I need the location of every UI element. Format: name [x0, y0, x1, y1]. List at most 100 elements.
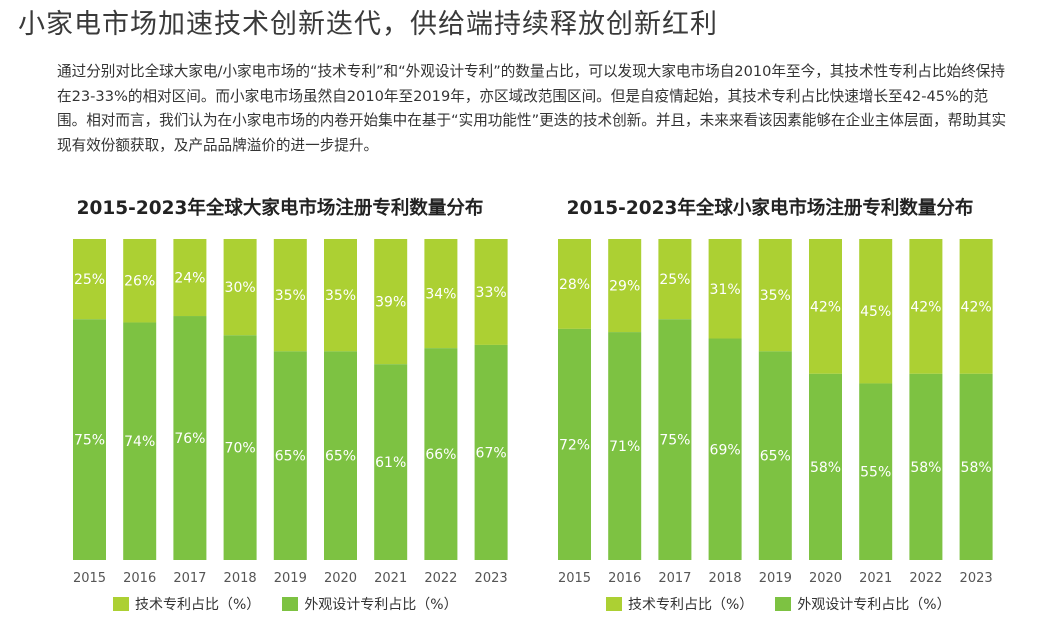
chart-large-appliance: 25% 75% 2015 26% 74% 2016 24% 76% 2017 30% 70% 2018…	[73, 239, 508, 586]
bar-design-2023	[474, 344, 508, 560]
label-tech-2022: 42%	[910, 299, 941, 315]
bar-design-2018	[223, 335, 257, 560]
bar-tech-2015	[73, 239, 106, 320]
legend-item-design: 外观设计专利占比（%）	[282, 594, 458, 614]
x-tick-2021: 2021	[859, 571, 892, 586]
x-tick-2015: 2015	[558, 571, 591, 586]
label-tech-2016: 26%	[124, 274, 155, 290]
bar-design-2021	[859, 383, 893, 560]
intro-paragraph: 通过分别对比全球大家电/小家电市场的“技术专利”和“外观设计专利”的数量占比，可…	[57, 63, 1007, 154]
legend-small-appliance: 技术专利占比（%） 外观设计专利占比（%）	[606, 594, 973, 614]
label-tech-2021: 45%	[860, 304, 891, 320]
label-design-2016: 74%	[124, 434, 155, 450]
bar-design-2016	[123, 322, 157, 560]
bar-tech-2023	[474, 239, 508, 345]
bar-design-2022	[424, 348, 458, 560]
label-design-2015: 75%	[74, 433, 105, 449]
label-tech-2015: 28%	[559, 277, 590, 293]
bar-tech-2020	[809, 239, 842, 374]
x-tick-2020: 2020	[809, 571, 842, 586]
x-tick-2019: 2019	[274, 571, 307, 586]
label-tech-2023: 42%	[961, 299, 992, 315]
chart-small-appliance: 28% 72% 2015 29% 71% 2016 25% 75% 2017 31% 69% 2018…	[558, 239, 993, 586]
legend-swatch-design	[775, 597, 792, 611]
x-tick-2016: 2016	[608, 571, 641, 586]
label-design-2023: 67%	[476, 445, 507, 461]
label-design-2022: 58%	[910, 460, 941, 476]
bar-design-2019	[273, 351, 307, 560]
x-tick-2018: 2018	[224, 571, 257, 586]
legend-label-tech: 技术专利占比（%）	[628, 597, 754, 613]
legend-label-design: 外观设计专利占比（%）	[304, 597, 458, 613]
label-tech-2019: 35%	[275, 288, 306, 304]
bar-tech-2023	[959, 239, 993, 374]
label-tech-2023: 33%	[476, 285, 507, 301]
x-tick-2017: 2017	[658, 571, 691, 586]
x-tick-2023: 2023	[475, 571, 508, 586]
label-tech-2015: 25%	[74, 272, 105, 288]
label-design-2020: 58%	[810, 460, 841, 476]
label-tech-2018: 31%	[710, 282, 741, 298]
legend-large-appliance: 技术专利占比（%） 外观设计专利占比（%）	[113, 594, 480, 614]
chart-title-large-appliance: 2015-2023年全球大家电市场注册专利数量分布	[76, 198, 484, 219]
bar-design-2017	[658, 319, 692, 560]
x-tick-2016: 2016	[123, 571, 156, 586]
bar-design-2022	[909, 373, 943, 560]
bar-tech-2017	[173, 239, 207, 317]
bar-design-2023	[959, 373, 993, 560]
bar-tech-2021	[859, 239, 893, 384]
label-tech-2019: 35%	[760, 288, 791, 304]
bar-tech-2015	[558, 239, 591, 329]
x-tick-2022: 2022	[424, 571, 457, 586]
legend-label-design: 外观设计专利占比（%）	[797, 597, 951, 613]
x-tick-2023: 2023	[960, 571, 993, 586]
label-tech-2016: 29%	[609, 279, 640, 295]
label-design-2021: 55%	[860, 465, 891, 481]
bar-tech-2020	[324, 239, 357, 352]
label-tech-2020: 42%	[810, 299, 841, 315]
label-design-2023: 58%	[961, 460, 992, 476]
bar-design-2017	[173, 316, 207, 560]
x-tick-2022: 2022	[909, 571, 942, 586]
label-tech-2020: 35%	[325, 288, 356, 304]
bar-design-2020	[809, 373, 842, 560]
label-design-2022: 66%	[425, 447, 456, 463]
label-tech-2021: 39%	[375, 295, 406, 311]
x-tick-2019: 2019	[759, 571, 792, 586]
x-tick-2017: 2017	[173, 571, 206, 586]
legend-swatch-tech	[113, 597, 129, 611]
label-tech-2018: 30%	[225, 280, 256, 296]
bar-design-2019	[758, 351, 792, 560]
bar-tech-2016	[608, 239, 642, 333]
bar-design-2015	[558, 328, 591, 560]
legend-swatch-design	[282, 597, 299, 611]
label-design-2021: 61%	[375, 455, 406, 471]
x-tick-2015: 2015	[73, 571, 106, 586]
label-design-2016: 71%	[609, 439, 640, 455]
label-design-2019: 65%	[760, 449, 791, 465]
legend-swatch-tech	[606, 597, 622, 611]
bar-design-2018	[708, 338, 742, 560]
legend-label-tech: 技术专利占比（%）	[135, 597, 261, 613]
bar-design-2016	[608, 332, 642, 560]
legend-item-tech: 技术专利占比（%）	[113, 594, 260, 614]
legend-item-design: 外观设计专利占比（%）	[775, 594, 951, 614]
bar-design-2020	[324, 351, 357, 560]
bar-design-2015	[73, 319, 106, 560]
bar-tech-2018	[708, 239, 742, 339]
label-design-2015: 72%	[559, 437, 590, 453]
bar-tech-2018	[223, 239, 257, 336]
label-design-2017: 75%	[659, 433, 690, 449]
legend-item-tech: 技术专利占比（%）	[606, 594, 753, 614]
label-tech-2017: 24%	[174, 271, 205, 287]
bar-design-2021	[374, 364, 408, 560]
bar-tech-2016	[123, 239, 157, 323]
label-design-2020: 65%	[325, 449, 356, 465]
chart-title-small-appliance: 2015-2023年全球小家电市场注册专利数量分布	[566, 198, 974, 219]
x-tick-2021: 2021	[374, 571, 407, 586]
page-title: 小家电市场加速技术创新迭代，供给端持续释放创新红利	[18, 9, 718, 40]
label-design-2017: 76%	[174, 431, 205, 447]
bar-tech-2022	[909, 239, 943, 374]
label-design-2019: 65%	[275, 449, 306, 465]
bar-tech-2022	[424, 239, 458, 349]
